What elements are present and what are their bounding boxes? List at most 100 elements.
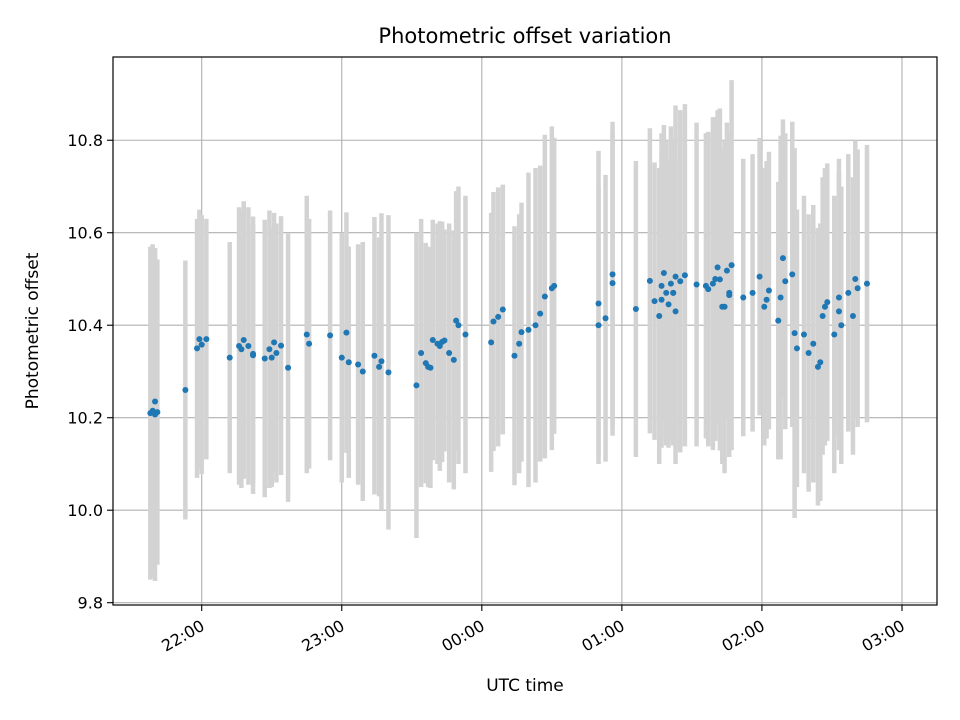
data-point — [355, 361, 362, 368]
data-point — [723, 267, 730, 274]
data-point — [681, 272, 688, 279]
data-point — [609, 280, 616, 287]
data-point — [660, 269, 667, 276]
data-point — [677, 278, 684, 285]
data-point — [278, 342, 285, 349]
data-point — [810, 340, 817, 347]
data-point — [709, 280, 716, 287]
data-point — [761, 303, 768, 310]
data-point — [667, 280, 674, 287]
data-point — [152, 398, 159, 405]
y-tick-label: 10.0 — [67, 501, 103, 520]
data-point — [749, 289, 756, 296]
data-point — [765, 287, 772, 294]
data-point — [595, 300, 602, 307]
data-point — [453, 317, 460, 324]
data-point — [838, 322, 845, 329]
data-point — [376, 363, 383, 370]
data-point — [800, 331, 807, 338]
data-point — [670, 289, 677, 296]
data-point — [728, 262, 735, 269]
data-point — [693, 281, 700, 288]
data-point — [595, 322, 602, 329]
data-point — [516, 340, 523, 347]
data-point — [306, 340, 313, 347]
data-point — [663, 289, 670, 296]
data-point — [793, 345, 800, 352]
data-point — [817, 359, 824, 366]
data-point — [413, 382, 420, 389]
data-point — [835, 294, 842, 301]
data-point — [821, 303, 828, 310]
data-point — [835, 308, 842, 315]
data-point — [646, 277, 653, 284]
data-point — [705, 286, 712, 293]
plot-frame — [112, 56, 938, 606]
data-point — [852, 275, 859, 282]
data-point — [266, 346, 273, 353]
data-point — [196, 336, 203, 343]
data-point — [791, 330, 798, 337]
data-point — [327, 332, 334, 339]
data-point — [245, 343, 252, 350]
data-point — [154, 409, 161, 416]
data-point — [268, 354, 275, 361]
data-point — [303, 331, 310, 338]
data-point — [779, 255, 786, 262]
data-point — [198, 341, 205, 348]
y-axis-label: Photometric offset — [23, 252, 43, 409]
y-tick-label: 10.4 — [67, 316, 103, 335]
data-point — [602, 315, 609, 322]
data-point — [819, 312, 826, 319]
data-point — [756, 273, 763, 280]
data-point — [261, 355, 268, 362]
data-point — [726, 292, 733, 299]
data-point — [490, 318, 497, 325]
y-axis: 9.8 10.0 10.2 10.4 10.6 10.8 — [67, 131, 113, 613]
data-point — [450, 356, 457, 363]
data-point — [775, 317, 782, 324]
data-point — [194, 345, 201, 352]
data-point — [427, 364, 434, 371]
data-point — [672, 273, 679, 280]
y-tick-label: 9.8 — [78, 594, 103, 613]
data-point — [609, 271, 616, 278]
y-tick-label: 10.6 — [67, 224, 103, 243]
data-point — [854, 285, 861, 292]
y-tick-label: 10.8 — [67, 131, 103, 150]
data-point — [338, 354, 345, 361]
data-point — [488, 339, 495, 346]
data-point — [525, 326, 532, 333]
data-point — [182, 386, 189, 393]
data-point — [824, 299, 831, 306]
data-point — [863, 280, 870, 287]
data-point — [446, 349, 453, 356]
data-points — [147, 255, 870, 418]
data-point — [782, 278, 789, 285]
data-point — [537, 310, 544, 317]
data-point — [672, 308, 679, 315]
data-point — [226, 354, 233, 361]
data-point — [714, 264, 721, 271]
data-point — [789, 271, 796, 278]
data-point — [385, 369, 392, 376]
data-point — [343, 329, 350, 336]
data-point — [250, 350, 257, 357]
data-point — [518, 329, 525, 336]
data-point — [240, 337, 247, 344]
data-point — [740, 294, 747, 301]
data-point — [805, 349, 812, 356]
x-axis-label: UTC time — [486, 676, 564, 696]
data-point — [716, 276, 723, 283]
data-point — [359, 368, 366, 375]
data-point — [712, 275, 719, 282]
data-point — [849, 312, 856, 319]
data-point — [455, 322, 462, 329]
data-point — [831, 331, 838, 338]
data-point — [532, 322, 539, 329]
data-point — [511, 352, 518, 359]
data-point — [632, 306, 639, 313]
data-point — [658, 282, 665, 289]
data-point — [665, 301, 672, 308]
